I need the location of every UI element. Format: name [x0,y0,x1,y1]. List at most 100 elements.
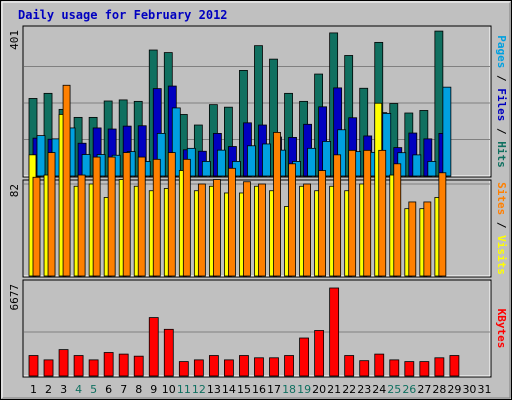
y-axis-max-label: 6677 [8,284,21,311]
bar-sites-day-21 [333,154,342,277]
x-tick-label: 10 [162,383,176,396]
x-tick-label: 16 [252,383,266,396]
bar-pages-day-1 [36,135,46,177]
x-tick-label: 4 [75,383,82,396]
bar-sites-day-6 [107,156,116,277]
bar-pages-day-24 [382,112,392,177]
bar-sites-day-25 [393,163,402,277]
bar-kbytes-day-27 [419,361,430,377]
bar-pages-day-15 [247,145,256,177]
bar-sites-day-2 [47,152,56,277]
x-tick-label: 7 [120,383,127,396]
x-tick-label: 30 [462,383,476,396]
bar-sites-day-11 [182,158,191,277]
bar-kbytes-day-9 [148,317,159,377]
x-tick-label: 12 [192,383,206,396]
x-tick-label: 5 [90,383,97,396]
bar-kbytes-day-13 [208,355,219,377]
bar-kbytes-day-1 [28,355,39,377]
bar-kbytes-day-17 [269,357,279,377]
x-tick-label: 11 [177,383,191,396]
bar-sites-day-7 [122,152,131,277]
bar-sites-day-19 [303,183,311,277]
bar-pages-day-13 [216,149,226,177]
chart-title: Daily usage for February 2012 [18,8,228,22]
bar-kbytes-day-8 [133,355,144,377]
bar-kbytes-day-21 [329,287,340,377]
bar-sites-day-8 [137,156,146,277]
y-axis-max-label: 82 [8,184,21,197]
x-tick-label: 19 [297,383,311,396]
bar-kbytes-day-7 [118,353,129,377]
bar-kbytes-day-6 [103,352,114,377]
bar-pages-day-16 [262,143,271,177]
x-tick-label: 17 [267,383,281,396]
x-tick-label: 22 [342,383,356,396]
x-tick-label: 23 [357,383,371,396]
x-tick-label: 28 [432,383,446,396]
bar-kbytes-day-11 [178,361,189,377]
bar-sites-day-12 [197,183,206,277]
bar-sites-day-14 [228,167,236,277]
bar-kbytes-day-18 [284,355,294,377]
bar-kbytes-day-24 [374,353,385,377]
bar-kbytes-day-25 [389,359,400,377]
bar-kbytes-day-5 [88,359,99,377]
bar-pages-day-4 [81,154,91,177]
bar-kbytes-day-3 [58,349,69,377]
x-tick-label: 25 [387,383,401,396]
bar-kbytes-day-29 [449,355,460,377]
bar-sites-day-22 [348,149,357,277]
bar-pages-day-26 [412,154,422,177]
legend-entry: Hits [495,141,508,168]
x-tick-label: 29 [447,383,461,396]
bar-sites-day-28 [438,172,447,277]
bar-sites-day-4 [77,174,86,277]
bar-pages-day-9 [156,133,166,177]
bar-sites-day-9 [152,158,161,277]
bar-pages-day-19 [307,147,316,177]
x-tick-label: 14 [222,383,236,396]
bar-kbytes-day-23 [359,360,370,377]
bar-kbytes-day-12 [193,359,204,377]
x-tick-label: 20 [312,383,326,396]
legend-entry: Files [495,88,508,121]
bar-sites-day-16 [258,183,266,277]
bar-pages-day-28 [442,86,452,177]
bar-pages-day-10 [171,107,181,177]
bar-sites-day-1 [32,176,41,277]
legend-entry: Visits [495,235,508,275]
bar-kbytes-day-26 [404,361,415,377]
x-tick-label: 24 [372,383,386,396]
bar-kbytes-day-28 [434,357,445,377]
bar-sites-day-17 [273,131,281,277]
panel-bottom: 6677 KBytes [8,279,508,378]
bar-sites-day-20 [318,170,327,277]
x-tick-label: 18 [282,383,296,396]
bar-sites-day-13 [212,179,221,277]
x-tick-label: 9 [150,383,157,396]
x-tick-label: 1 [30,383,37,396]
legend-entry: KBytes [495,309,508,349]
x-tick-label: 27 [417,383,431,396]
x-tick-label: 13 [207,383,221,396]
x-tick-label: 15 [237,383,251,396]
x-tick-label: 31 [477,383,491,396]
legend-entry: Pages [495,35,508,68]
x-tick-label: 26 [402,383,416,396]
x-tick-label: 6 [105,383,112,396]
bar-pages-day-21 [337,129,347,177]
legend-entry: Sites [495,182,508,215]
legend-entry: / [495,215,508,235]
bar-kbytes-day-4 [73,355,84,377]
bar-pages-day-27 [427,161,437,177]
bar-kbytes-day-15 [239,355,249,377]
panel-top: 401 Pages / Files / Hits [8,25,508,178]
bar-kbytes-day-14 [224,359,234,377]
y-axis-max-label: 401 [8,30,21,50]
bar-kbytes-day-20 [314,330,325,377]
bar-pages-day-12 [201,161,211,177]
bar-sites-day-27 [423,201,432,277]
